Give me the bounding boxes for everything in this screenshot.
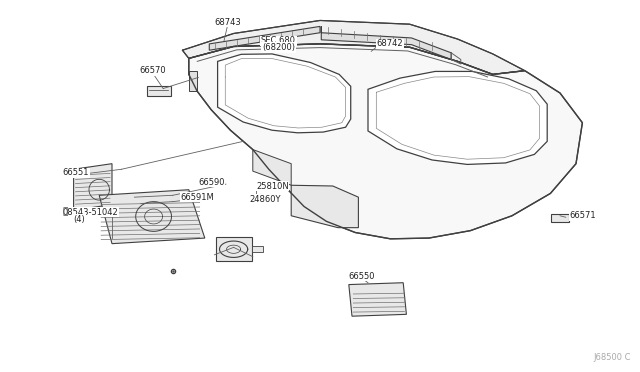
Text: 66570: 66570 (140, 66, 166, 75)
Text: 66550: 66550 (348, 272, 375, 280)
Text: SEC.680: SEC.680 (261, 36, 296, 45)
Text: 66551: 66551 (63, 169, 89, 177)
Polygon shape (291, 185, 358, 228)
Text: 66571: 66571 (570, 211, 596, 220)
Polygon shape (253, 150, 291, 185)
Polygon shape (99, 190, 205, 244)
Text: (68200): (68200) (262, 43, 295, 52)
FancyBboxPatch shape (551, 214, 569, 222)
Polygon shape (218, 54, 351, 133)
Polygon shape (209, 26, 320, 50)
Text: (4): (4) (74, 215, 85, 224)
Polygon shape (189, 71, 197, 91)
FancyBboxPatch shape (216, 237, 252, 261)
FancyBboxPatch shape (147, 86, 171, 96)
Polygon shape (321, 26, 451, 60)
Text: 68743: 68743 (214, 18, 241, 27)
Text: 66591M: 66591M (180, 193, 214, 202)
Polygon shape (349, 283, 406, 316)
Polygon shape (368, 71, 547, 164)
Text: 66590: 66590 (198, 178, 225, 187)
Text: J68500 C: J68500 C (593, 353, 630, 362)
Text: 25810N: 25810N (256, 182, 289, 190)
FancyBboxPatch shape (252, 246, 263, 252)
Polygon shape (74, 164, 112, 210)
Polygon shape (182, 20, 525, 74)
Text: Ⓢ: Ⓢ (63, 208, 68, 217)
Text: 68742: 68742 (376, 39, 403, 48)
Text: 08543-51042: 08543-51042 (63, 208, 118, 217)
Polygon shape (189, 44, 582, 239)
Text: 24860Y: 24860Y (250, 195, 281, 203)
